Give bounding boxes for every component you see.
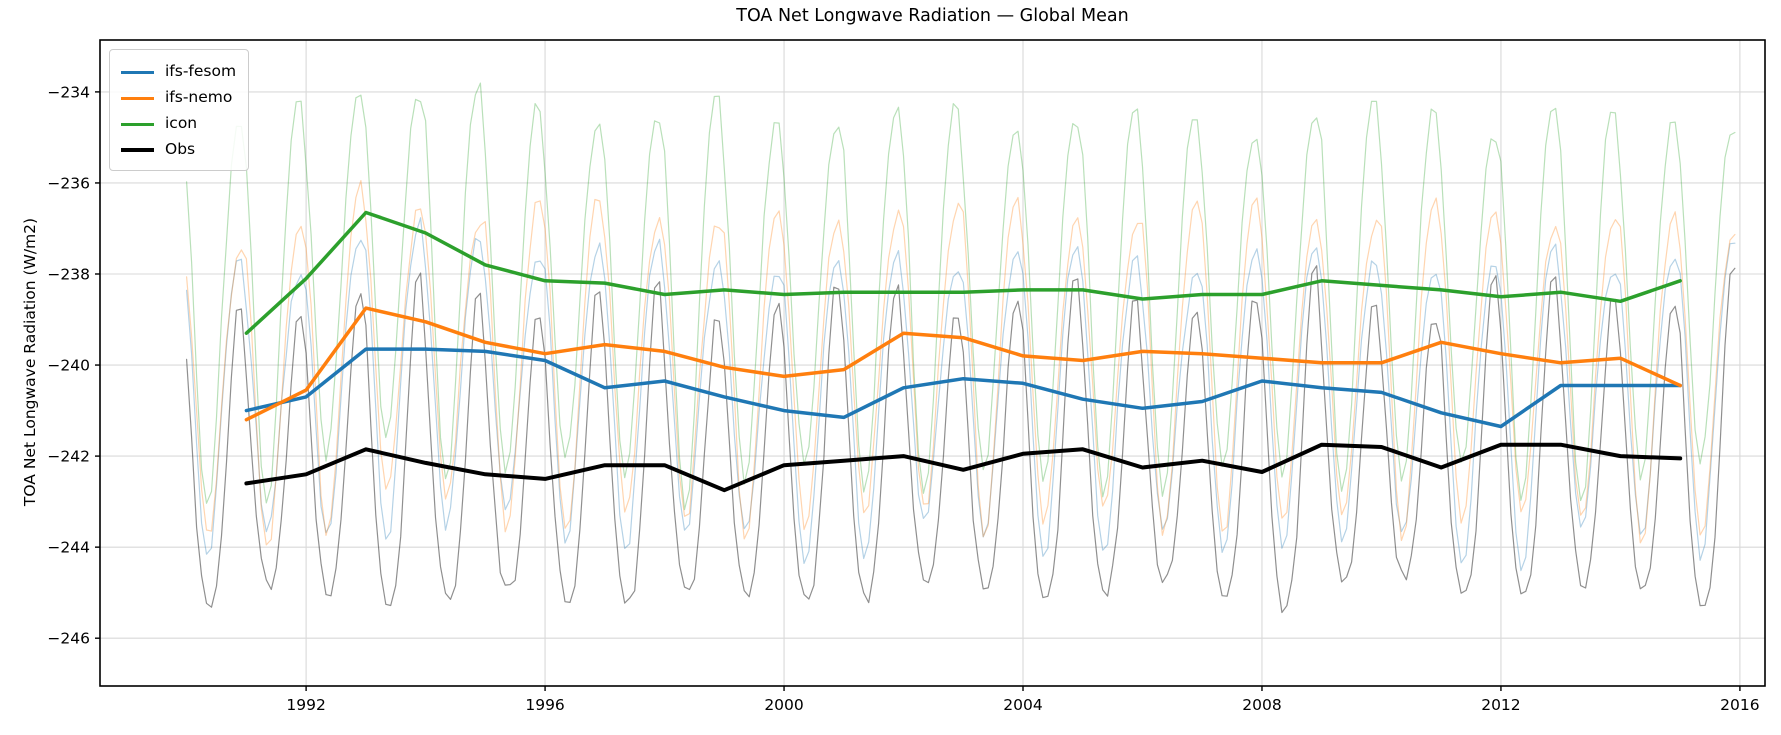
series-line-ifs-fesom xyxy=(244,347,1682,429)
x-tick-label: 2012 xyxy=(1481,696,1520,714)
monthly-line-Obs xyxy=(186,265,1736,614)
y-tick-label: −246 xyxy=(47,630,90,648)
legend-label: icon xyxy=(165,114,198,133)
series-line-ifs-nemo xyxy=(244,306,1682,422)
legend-line-sample xyxy=(121,122,154,126)
x-tick-label: 1992 xyxy=(286,696,325,714)
legend-line-sample xyxy=(121,96,154,100)
y-tick-label: −236 xyxy=(47,174,90,192)
legend-line-sample xyxy=(121,70,154,74)
plot-background xyxy=(100,40,1765,686)
y-tick-label: −234 xyxy=(47,83,90,101)
legend-item-ifs-nemo: ifs-nemo xyxy=(121,85,236,111)
legend-item-Obs: Obs xyxy=(121,137,236,163)
x-tick-label: 2016 xyxy=(1720,696,1759,714)
y-tick-label: −238 xyxy=(47,265,90,283)
y-tick-label: −242 xyxy=(47,448,90,466)
monthly-line-ifs-fesom xyxy=(186,217,1736,572)
series-line-icon xyxy=(244,210,1682,335)
legend-label: ifs-fesom xyxy=(165,62,237,81)
y-tick-label: −240 xyxy=(47,357,90,375)
legend-item-icon: icon xyxy=(121,111,236,137)
x-tick-label: 1996 xyxy=(525,696,564,714)
legend-line-sample xyxy=(121,148,154,152)
series-line-Obs xyxy=(244,442,1683,493)
plot-border xyxy=(99,39,1766,687)
legend-item-ifs-fesom: ifs-fesom xyxy=(121,59,236,85)
legend-label: Obs xyxy=(165,140,196,159)
legend: ifs-fesom ifs-nemo icon Obs xyxy=(109,49,250,171)
y-tick-label: −244 xyxy=(47,539,90,557)
chart-title: TOA Net Longwave Radiation — Global Mean xyxy=(736,6,1129,26)
x-tick-label: 2000 xyxy=(764,696,803,714)
x-tick-label: 2008 xyxy=(1242,696,1281,714)
monthly-line-ifs-nemo xyxy=(186,180,1736,546)
legend-label: ifs-nemo xyxy=(165,88,233,107)
x-tick-label: 2004 xyxy=(1003,696,1042,714)
